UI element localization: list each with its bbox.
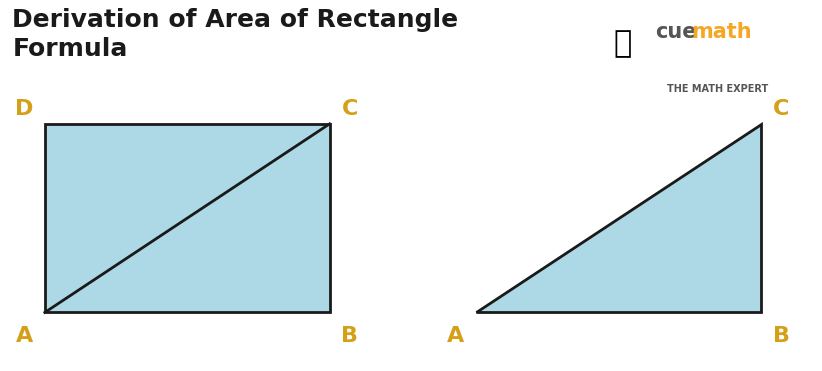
Text: D: D — [16, 99, 34, 119]
Text: cue: cue — [655, 22, 696, 42]
Text: math: math — [692, 22, 752, 42]
Text: 🚀: 🚀 — [613, 30, 631, 59]
Polygon shape — [476, 124, 761, 312]
Text: C: C — [342, 99, 358, 119]
Text: Derivation of Area of Rectangle
Formula: Derivation of Area of Rectangle Formula — [12, 8, 459, 62]
Text: THE MATH EXPERT: THE MATH EXPERT — [667, 84, 769, 94]
Text: A: A — [16, 326, 33, 346]
Text: C: C — [773, 99, 789, 119]
Text: B: B — [341, 326, 358, 346]
Text: B: B — [773, 326, 790, 346]
Text: A: A — [447, 326, 464, 346]
Polygon shape — [45, 124, 330, 312]
